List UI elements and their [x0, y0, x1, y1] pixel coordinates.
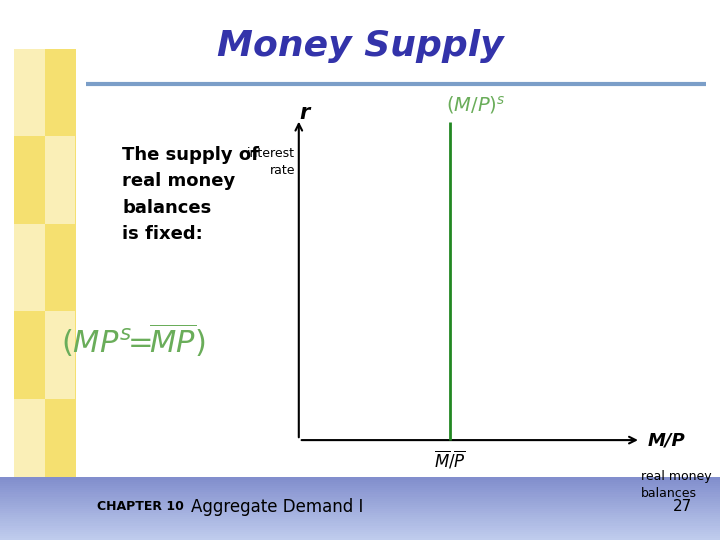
Bar — [0, 508, 720, 511]
Text: r: r — [300, 103, 310, 124]
Bar — [0, 516, 720, 519]
Bar — [0, 502, 720, 505]
Bar — [0, 535, 720, 538]
Bar — [0, 483, 720, 486]
Bar — [0, 497, 720, 501]
Bar — [45, 399, 75, 486]
Bar — [0, 500, 720, 503]
Text: The supply of
real money
balances
is fixed:: The supply of real money balances is fix… — [122, 146, 259, 243]
Bar — [0, 479, 720, 482]
Bar — [0, 524, 720, 528]
Bar — [0, 537, 720, 540]
Bar — [0, 487, 720, 490]
Text: real money
balances: real money balances — [641, 470, 711, 500]
Text: $(\mathit{MP^s\!\!=\!\!\overline{MP}})$: $(\mathit{MP^s\!\!=\!\!\overline{MP}})$ — [61, 321, 205, 359]
Text: interest
rate: interest rate — [247, 147, 295, 177]
Bar — [45, 49, 75, 136]
Bar — [45, 311, 75, 399]
Text: $\overline{M}/\overline{P}$: $\overline{M}/\overline{P}$ — [434, 450, 466, 472]
Bar — [0, 485, 720, 488]
Text: Money Supply: Money Supply — [217, 29, 503, 63]
Bar — [0, 504, 720, 507]
Bar — [0, 521, 720, 523]
Bar — [14, 224, 45, 311]
Bar — [0, 518, 720, 522]
Bar — [14, 49, 45, 136]
Bar — [45, 136, 75, 224]
Bar — [0, 481, 720, 484]
Bar — [0, 496, 720, 498]
Bar — [0, 526, 720, 530]
Bar — [14, 311, 45, 399]
Bar — [0, 477, 720, 480]
Bar — [0, 531, 720, 534]
Text: Aggregate Demand I: Aggregate Demand I — [191, 497, 363, 516]
Text: $\mathit{(M/P)^s}$: $\mathit{(M/P)^s}$ — [446, 94, 505, 116]
Bar — [0, 512, 720, 515]
Text: M/P: M/P — [648, 431, 685, 449]
Text: CHAPTER 10: CHAPTER 10 — [97, 500, 184, 513]
Bar — [0, 489, 720, 492]
Bar — [0, 506, 720, 509]
Bar — [0, 491, 720, 495]
Bar — [45, 224, 75, 311]
Bar — [0, 514, 720, 517]
Text: 27: 27 — [673, 499, 693, 514]
Bar — [14, 399, 45, 486]
Bar — [0, 529, 720, 532]
Bar — [0, 522, 720, 525]
Bar — [14, 136, 45, 224]
Bar — [0, 510, 720, 513]
Bar — [14, 49, 76, 486]
Bar — [0, 494, 720, 497]
Bar — [0, 532, 720, 536]
